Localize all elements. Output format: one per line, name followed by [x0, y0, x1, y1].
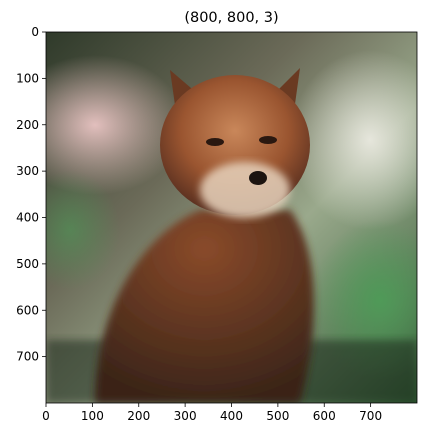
y-tick-label: 500 — [16, 257, 39, 271]
x-tick-label: 0 — [42, 409, 50, 423]
y-tick-label: 600 — [16, 303, 39, 317]
x-tick-label: 600 — [313, 409, 336, 423]
x-tick-label: 100 — [81, 409, 104, 423]
x-tick-label: 500 — [266, 409, 289, 423]
x-tick-label: 700 — [359, 409, 382, 423]
y-tick-label: 300 — [16, 164, 39, 178]
image — [46, 32, 417, 403]
y-tick-label: 200 — [16, 118, 39, 132]
x-tick-label: 200 — [127, 409, 150, 423]
y-tick-label: 400 — [16, 211, 39, 225]
y-tick-label: 100 — [16, 71, 39, 85]
x-tick-label: 300 — [174, 409, 197, 423]
chart-title: (800, 800, 3) — [184, 10, 278, 26]
y-tick-label: 0 — [31, 25, 39, 39]
x-tick-label: 400 — [220, 409, 243, 423]
y-tick-label: 700 — [16, 350, 39, 364]
